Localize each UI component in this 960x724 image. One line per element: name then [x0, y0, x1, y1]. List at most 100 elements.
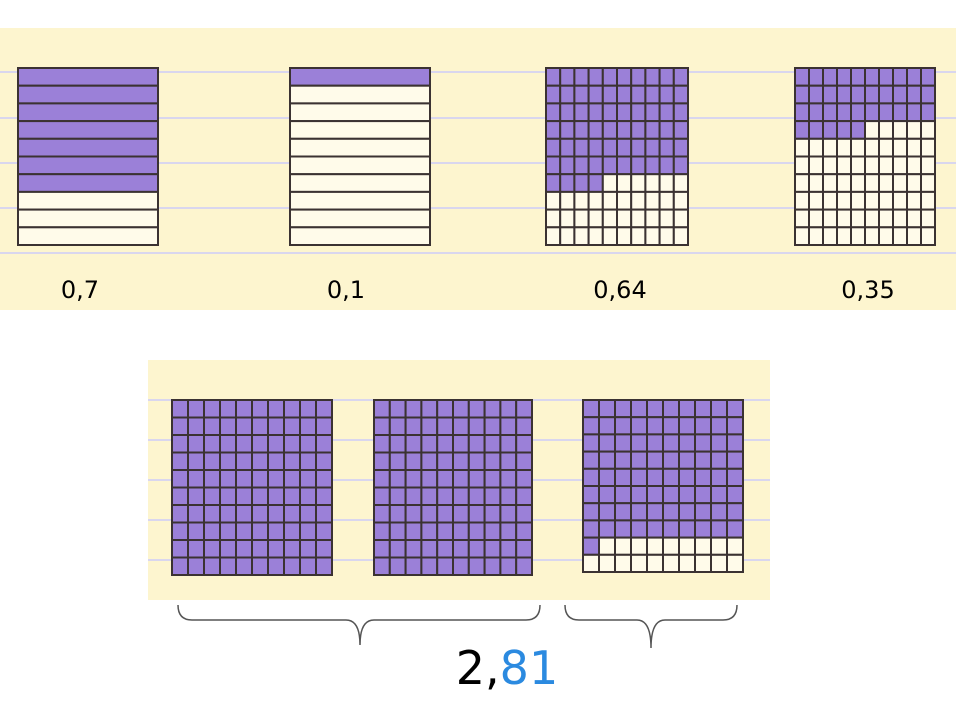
cell	[694, 450, 712, 470]
cell	[678, 536, 696, 556]
cell	[17, 137, 159, 158]
cell	[388, 539, 407, 559]
cell	[235, 504, 253, 524]
cell	[808, 102, 824, 123]
cell	[545, 120, 562, 140]
cell	[864, 190, 880, 211]
cell	[672, 208, 689, 229]
cell	[483, 469, 502, 489]
cell	[452, 469, 470, 489]
cell	[171, 539, 189, 559]
cell	[836, 102, 852, 123]
cell	[499, 539, 518, 559]
cell	[658, 120, 675, 140]
cell	[483, 521, 502, 541]
cell	[283, 556, 301, 576]
cell	[878, 190, 894, 211]
cell	[892, 208, 908, 229]
cell	[726, 553, 744, 573]
cell	[644, 155, 661, 176]
cell	[662, 467, 680, 487]
cell	[646, 433, 664, 453]
cell	[388, 416, 407, 436]
cell	[219, 486, 237, 506]
cell	[662, 536, 680, 556]
total-whole: 2,	[456, 641, 500, 695]
cell	[515, 469, 534, 489]
cell	[808, 190, 824, 211]
cell	[794, 67, 810, 87]
cell	[452, 399, 470, 419]
cell	[315, 469, 333, 489]
cell	[598, 553, 616, 573]
cell	[630, 416, 648, 436]
cell	[289, 67, 431, 87]
cell	[630, 137, 647, 158]
cell	[545, 67, 562, 87]
cell	[203, 504, 221, 524]
cell	[906, 173, 922, 193]
cell	[836, 190, 852, 211]
cell	[906, 67, 922, 87]
cell	[452, 451, 470, 471]
cell	[467, 416, 486, 436]
cell	[616, 208, 633, 229]
cell	[559, 190, 576, 211]
cell	[289, 137, 431, 158]
cell	[694, 536, 712, 556]
cell	[614, 467, 632, 487]
cell	[906, 120, 922, 140]
cell	[678, 416, 696, 436]
cell	[515, 434, 534, 454]
cell	[646, 553, 664, 573]
cell	[251, 539, 269, 559]
cell	[662, 519, 680, 539]
cell	[614, 450, 632, 470]
cell	[598, 502, 616, 522]
cell	[672, 84, 689, 105]
cell	[203, 469, 221, 489]
cell	[850, 226, 866, 247]
cell	[267, 399, 285, 419]
cell	[710, 519, 728, 539]
cell	[836, 173, 852, 193]
cell	[203, 556, 221, 576]
cell	[630, 190, 647, 211]
cell	[420, 434, 439, 454]
cell	[587, 102, 604, 123]
cell	[483, 556, 502, 576]
cell	[388, 556, 407, 576]
cell	[920, 84, 936, 105]
cell	[373, 451, 391, 471]
cell	[404, 539, 423, 559]
cell	[892, 155, 908, 176]
cell	[499, 451, 518, 471]
cell	[658, 208, 675, 229]
cell	[878, 120, 894, 140]
cell	[545, 190, 562, 211]
cell	[436, 521, 455, 541]
cell	[892, 67, 908, 87]
cell	[850, 137, 866, 158]
cell	[601, 67, 618, 87]
cell	[658, 190, 675, 211]
cell	[678, 519, 696, 539]
cell	[710, 467, 728, 487]
cell	[483, 486, 502, 506]
cell	[878, 137, 894, 158]
cell	[559, 173, 576, 193]
cell	[515, 451, 534, 471]
cell	[892, 84, 908, 105]
cell	[483, 504, 502, 524]
cell	[601, 226, 618, 247]
cell	[283, 451, 301, 471]
cell	[864, 102, 880, 123]
cell	[598, 536, 616, 556]
cell	[582, 433, 600, 453]
cell	[582, 519, 600, 539]
cell	[658, 102, 675, 123]
cell	[630, 120, 647, 140]
cell	[235, 469, 253, 489]
cell	[616, 102, 633, 123]
